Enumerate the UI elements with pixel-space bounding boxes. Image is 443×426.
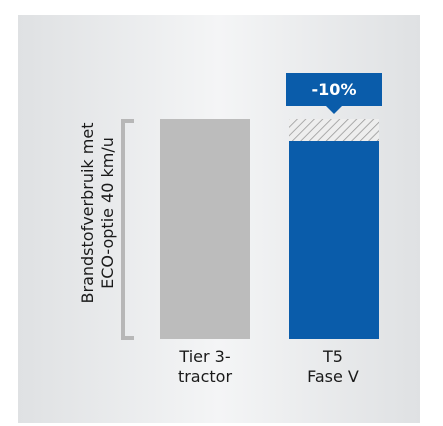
category-label-tier3-line-2: tractor [177, 367, 233, 386]
category-label-t5: T5 Fase V [283, 347, 383, 387]
category-label-t5-line-1: T5 [323, 347, 343, 366]
bar-tier3 [160, 119, 250, 339]
reduction-callout [286, 73, 382, 114]
category-label-tier3: Tier 3- tractor [155, 347, 255, 387]
bars [160, 119, 379, 339]
category-label-tier3-line-1: Tier 3- [179, 347, 231, 366]
reduction-annotation: -10% [286, 73, 382, 141]
y-axis-label-line-2: ECO-optie 40 km/u [98, 137, 117, 289]
bar-t5 [289, 141, 379, 339]
y-axis-label-line-1: Brandstofverbruik met [78, 122, 97, 304]
y-axis-label: Brandstofverbruik met ECO-optie 40 km/u [74, 88, 122, 338]
axis-bracket [121, 119, 134, 340]
reduction-hatch [289, 119, 379, 141]
reduction-label: -10% [312, 80, 357, 99]
category-label-t5-line-2: Fase V [307, 367, 359, 386]
axis-bracket-line [121, 119, 134, 340]
